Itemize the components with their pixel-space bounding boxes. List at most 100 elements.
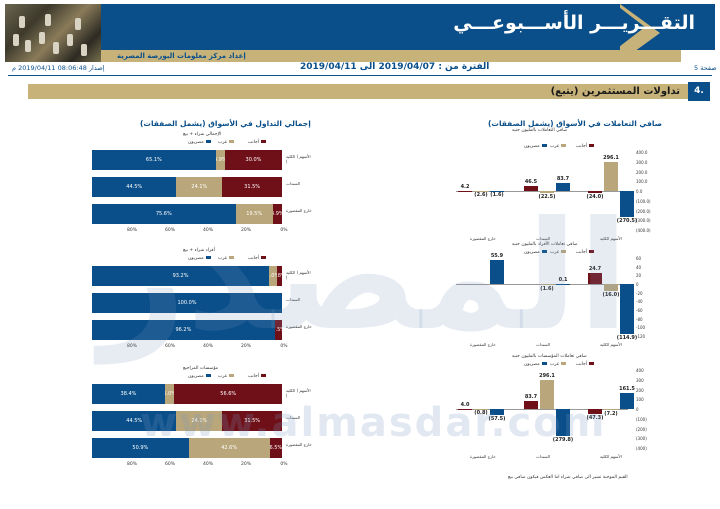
data-label: (1.6) (490, 192, 504, 199)
stacked-bar-row: 75.6%19.5%4.9% (92, 204, 282, 224)
legend-item: مصريون (188, 374, 211, 379)
report-title: التقـــريـــر الأســـبوعـــي (453, 12, 695, 34)
data-label: 0.1 (558, 276, 568, 283)
category-label: السندات (286, 415, 301, 420)
bar-segment: 4.9% (272, 204, 282, 224)
left-column-title: إجمالي التداول في الأسواق (يشمل الصفقات) (140, 119, 311, 128)
y-tick-label: 100.0 (636, 179, 648, 185)
x-tick-label: 40% (202, 462, 214, 467)
data-bar (588, 409, 602, 414)
stacked-bar-row: 93.2%4.0%2.8% (92, 266, 282, 286)
data-label: 296.1 (539, 373, 555, 380)
y-tick-label: -60 (636, 308, 643, 313)
data-label: 46.5 (524, 179, 538, 186)
data-label: (7.2) (604, 410, 618, 417)
data-bar (620, 284, 634, 334)
y-tick-label: 0 (636, 407, 639, 412)
net-flow-chart-1: صافي التعاملات بالمليون جنيه مصريون عرب أجا… (452, 128, 660, 241)
x-tick-label: 40% (202, 344, 214, 349)
stacked-bar-row: 100.0% (92, 293, 282, 313)
chart-subtitle: مؤسسات المراجيع (183, 366, 219, 371)
bar-segment: 6.5% (269, 438, 282, 458)
data-label: (0.8) (474, 410, 488, 417)
trading-floor-photo (5, 4, 101, 62)
y-tick-label: 200 (636, 387, 644, 393)
data-bar (490, 409, 504, 415)
x-tick-label: 20% (240, 344, 252, 349)
y-tick-label: -20 (636, 290, 643, 296)
bar-segment: 96.2% (92, 320, 275, 340)
data-bar (540, 284, 554, 285)
category-label: خارج المقصورة (470, 236, 496, 241)
legend-item: أجانب (248, 374, 267, 379)
chart-title: صافي تعاملات المؤسسات بالمليون جنيه (512, 354, 587, 359)
legend-item: أجانب (248, 140, 267, 145)
category-label: خارج المقصورة (470, 454, 496, 459)
bar-segment: 38.4% (92, 384, 165, 404)
banner-chevron-inner (615, 4, 645, 50)
x-tick-label: 20% (240, 462, 252, 467)
data-label: 296.1 (603, 155, 619, 162)
bar-segment: 31.5% (222, 411, 282, 431)
category-label: خارج المقصورة (286, 324, 312, 329)
net-flow-chart-2: صافي تعاملات الأفراد بالمليون جنيه مصريون… (452, 242, 660, 347)
y-tick-label: 0.0 (636, 189, 643, 194)
y-tick-label: (300) (636, 436, 647, 442)
section-number: 4. (688, 82, 710, 101)
y-tick-label: -100 (636, 325, 646, 331)
data-label: 161.5 (619, 386, 635, 393)
bar-segment: 31.5% (222, 177, 282, 197)
bar-segment: 5.0% (164, 384, 175, 404)
category-label: الأسهم الكلية (600, 454, 622, 459)
legend-item: عرب (218, 256, 235, 261)
legend-item: مصريون (524, 144, 547, 149)
data-bar (474, 191, 488, 192)
stacked-bar-row: 65.1%4.9%30.0% (92, 150, 282, 170)
data-bar (556, 409, 570, 437)
data-bar (604, 409, 618, 410)
footnote: القيم الموجبة تشير الى صافي شراء اما الع… (508, 475, 628, 480)
data-label: (1.6) (540, 285, 554, 292)
chart-subtitle: أفراد شراء + بيع (183, 248, 215, 253)
x-tick-label: 80% (126, 228, 138, 233)
legend-item: أجانب (576, 362, 595, 367)
x-axis: 80% 60% 40% 20% 0% (92, 344, 292, 350)
bar-segment: 19.5% (235, 204, 273, 224)
stacked-bar-row: 96.2%0.3%3.5% (92, 320, 282, 340)
data-label: 24.7 (588, 266, 602, 273)
y-tick-label: (200.0) (636, 208, 651, 214)
report-subtitle: إعداد مركز معلومات البورصة المصرية (117, 52, 246, 60)
data-label: (114.9) (616, 334, 638, 341)
chart-subtitle: الإجمالي شراء + بيع (183, 132, 222, 137)
data-label: 4.0 (460, 401, 470, 408)
category-label: السندات (536, 454, 551, 459)
legend-item: عرب (550, 250, 567, 255)
stacked-bar-row: 44.5% 24.1% 31.5% (92, 411, 282, 431)
net-flow-chart-3: صافي تعاملات المؤسسات بالمليون جنيه مصريو… (452, 354, 660, 459)
stacked-bar-chart-3: مؤسسات المراجيع مصريون عرب أجانب 38.4%5.0%56… (88, 362, 312, 472)
banner-strip (101, 50, 681, 62)
category-label: خارج المقصورة (286, 442, 312, 447)
y-tick-label: (400) (636, 446, 647, 451)
y-tick-label: (100) (636, 416, 647, 422)
bar-segment: 0.3% (274, 320, 276, 340)
category-label: السندات (286, 297, 301, 302)
category-label: الأسهم ( الكلية ) (286, 154, 311, 164)
y-tick-label: 100 (636, 397, 644, 403)
page-number: صفحة 5 (694, 64, 717, 72)
bar-segment: 30.0% (224, 150, 282, 170)
data-label: (57.5) (488, 415, 506, 422)
data-bar (556, 283, 570, 285)
y-tick-label: (400.0) (636, 228, 651, 233)
issue-date: إصدار 08:06:48 2019/04/11 م (12, 64, 105, 72)
x-tick-label: 20% (240, 228, 252, 233)
data-bar (524, 400, 538, 409)
y-tick-label: -120 (636, 334, 646, 339)
legend-item: مصريون (524, 362, 547, 367)
data-bar (458, 408, 472, 410)
y-tick-label: -80 (636, 316, 643, 322)
x-tick-label: 40% (202, 228, 214, 233)
header-rule (8, 75, 712, 76)
chart-title: صافي التعاملات بالمليون جنيه (512, 128, 568, 133)
legend-item: مصريون (188, 256, 211, 261)
